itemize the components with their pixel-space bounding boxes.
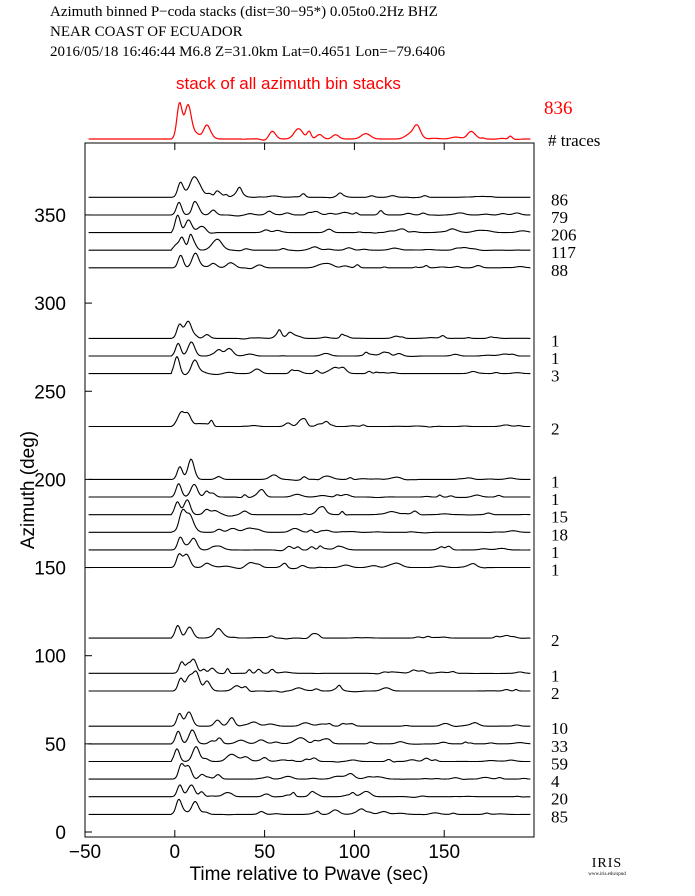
trace-line (88, 536, 531, 552)
x-tick-label: 0 (170, 842, 181, 863)
iris-logo: IRIS www.iris.edu/spud (582, 856, 632, 877)
trace-count: 4 (551, 772, 560, 791)
trace-line (88, 176, 531, 199)
trace-line (88, 214, 531, 234)
x-axis-label: Time relative to Pwave (sec) (190, 864, 429, 885)
trace-count: 1 (551, 472, 560, 491)
chart-title: Azimuth binned P−coda stacks (dist=30−95… (50, 4, 438, 20)
trace-line (88, 658, 531, 675)
y-tick-label: 0 (55, 823, 66, 844)
trace-count: 85 (551, 807, 568, 826)
trace-line (88, 729, 531, 745)
trace-count: 18 (551, 525, 568, 544)
trace-line (88, 670, 531, 693)
trace-count: 1 (551, 543, 560, 562)
trace-count: 117 (551, 243, 576, 262)
y-axis-label: Azimuth (deg) (18, 431, 39, 549)
trace-count: 86 (551, 190, 568, 209)
trace-line (88, 553, 531, 570)
trace-line (88, 341, 531, 357)
trace-count: 2 (551, 420, 560, 439)
region-name: NEAR COAST OF ECUADOR (50, 24, 243, 40)
trace-line (88, 499, 531, 517)
trace-line (88, 798, 531, 816)
trace-line (88, 762, 531, 780)
trace-count: 88 (551, 261, 568, 280)
trace-line (88, 200, 531, 217)
trace-count: 15 (551, 508, 568, 527)
y-tick-label: 200 (34, 470, 66, 491)
y-tick-label: 250 (34, 382, 66, 403)
event-info: 2016/05/18 16:46:44 M6.8 Z=31.0km Lat=0.… (50, 44, 446, 60)
x-tick-label: −50 (69, 842, 101, 863)
trace-count: 10 (551, 719, 568, 738)
trace-count: 33 (551, 737, 568, 756)
iris-logo-text: IRIS (591, 856, 623, 871)
trace-count: 79 (551, 208, 568, 227)
trace-count: 1 (551, 490, 560, 509)
traces-label: # traces (548, 131, 600, 150)
y-tick-label: 50 (45, 735, 66, 756)
trace-count: 20 (551, 790, 568, 809)
trace-line (88, 356, 531, 376)
trace-group (88, 176, 531, 816)
trace-count: 206 (551, 226, 577, 245)
trace-line (88, 483, 531, 499)
stack-panel: stack of all azimuth bin stacks 836 # tr… (88, 74, 600, 150)
y-tick-label: 150 (34, 559, 66, 580)
trace-count: 3 (551, 367, 560, 386)
trace-count: 2 (551, 684, 560, 703)
trace-count: 1 (551, 349, 560, 368)
stack-label: stack of all azimuth bin stacks (176, 74, 401, 93)
trace-line (88, 233, 531, 252)
y-tick-label: 100 (34, 647, 66, 668)
trace-line (88, 252, 531, 270)
y-tick-label: 350 (34, 206, 66, 227)
trace-line (88, 320, 531, 340)
trace-line (88, 410, 531, 428)
trace-count: 1 (551, 561, 560, 580)
y-axis: 0 50 100 150 200 250 300 350 (34, 206, 92, 844)
x-tick-label: 50 (254, 842, 275, 863)
y-tick-label: 300 (34, 294, 66, 315)
trace-count: 1 (551, 666, 560, 685)
trace-line (88, 458, 531, 481)
stack-count: 836 (544, 98, 573, 119)
x-tick-label: 150 (428, 842, 460, 863)
iris-logo-url: www.iris.edu/spud (588, 872, 626, 877)
trace-count: 2 (551, 631, 560, 650)
trace-line (88, 508, 531, 534)
trace-count: 1 (551, 331, 560, 350)
x-axis: −50 0 50 100 150 (69, 143, 460, 863)
trace-line (88, 746, 531, 763)
plot-frame (84, 142, 535, 838)
trace-count: 59 (551, 754, 568, 773)
trace-line (88, 624, 531, 640)
trace-line (88, 711, 531, 727)
stack-trace-line (88, 102, 531, 141)
trace-line (88, 784, 531, 798)
x-tick-label: 100 (339, 842, 371, 863)
